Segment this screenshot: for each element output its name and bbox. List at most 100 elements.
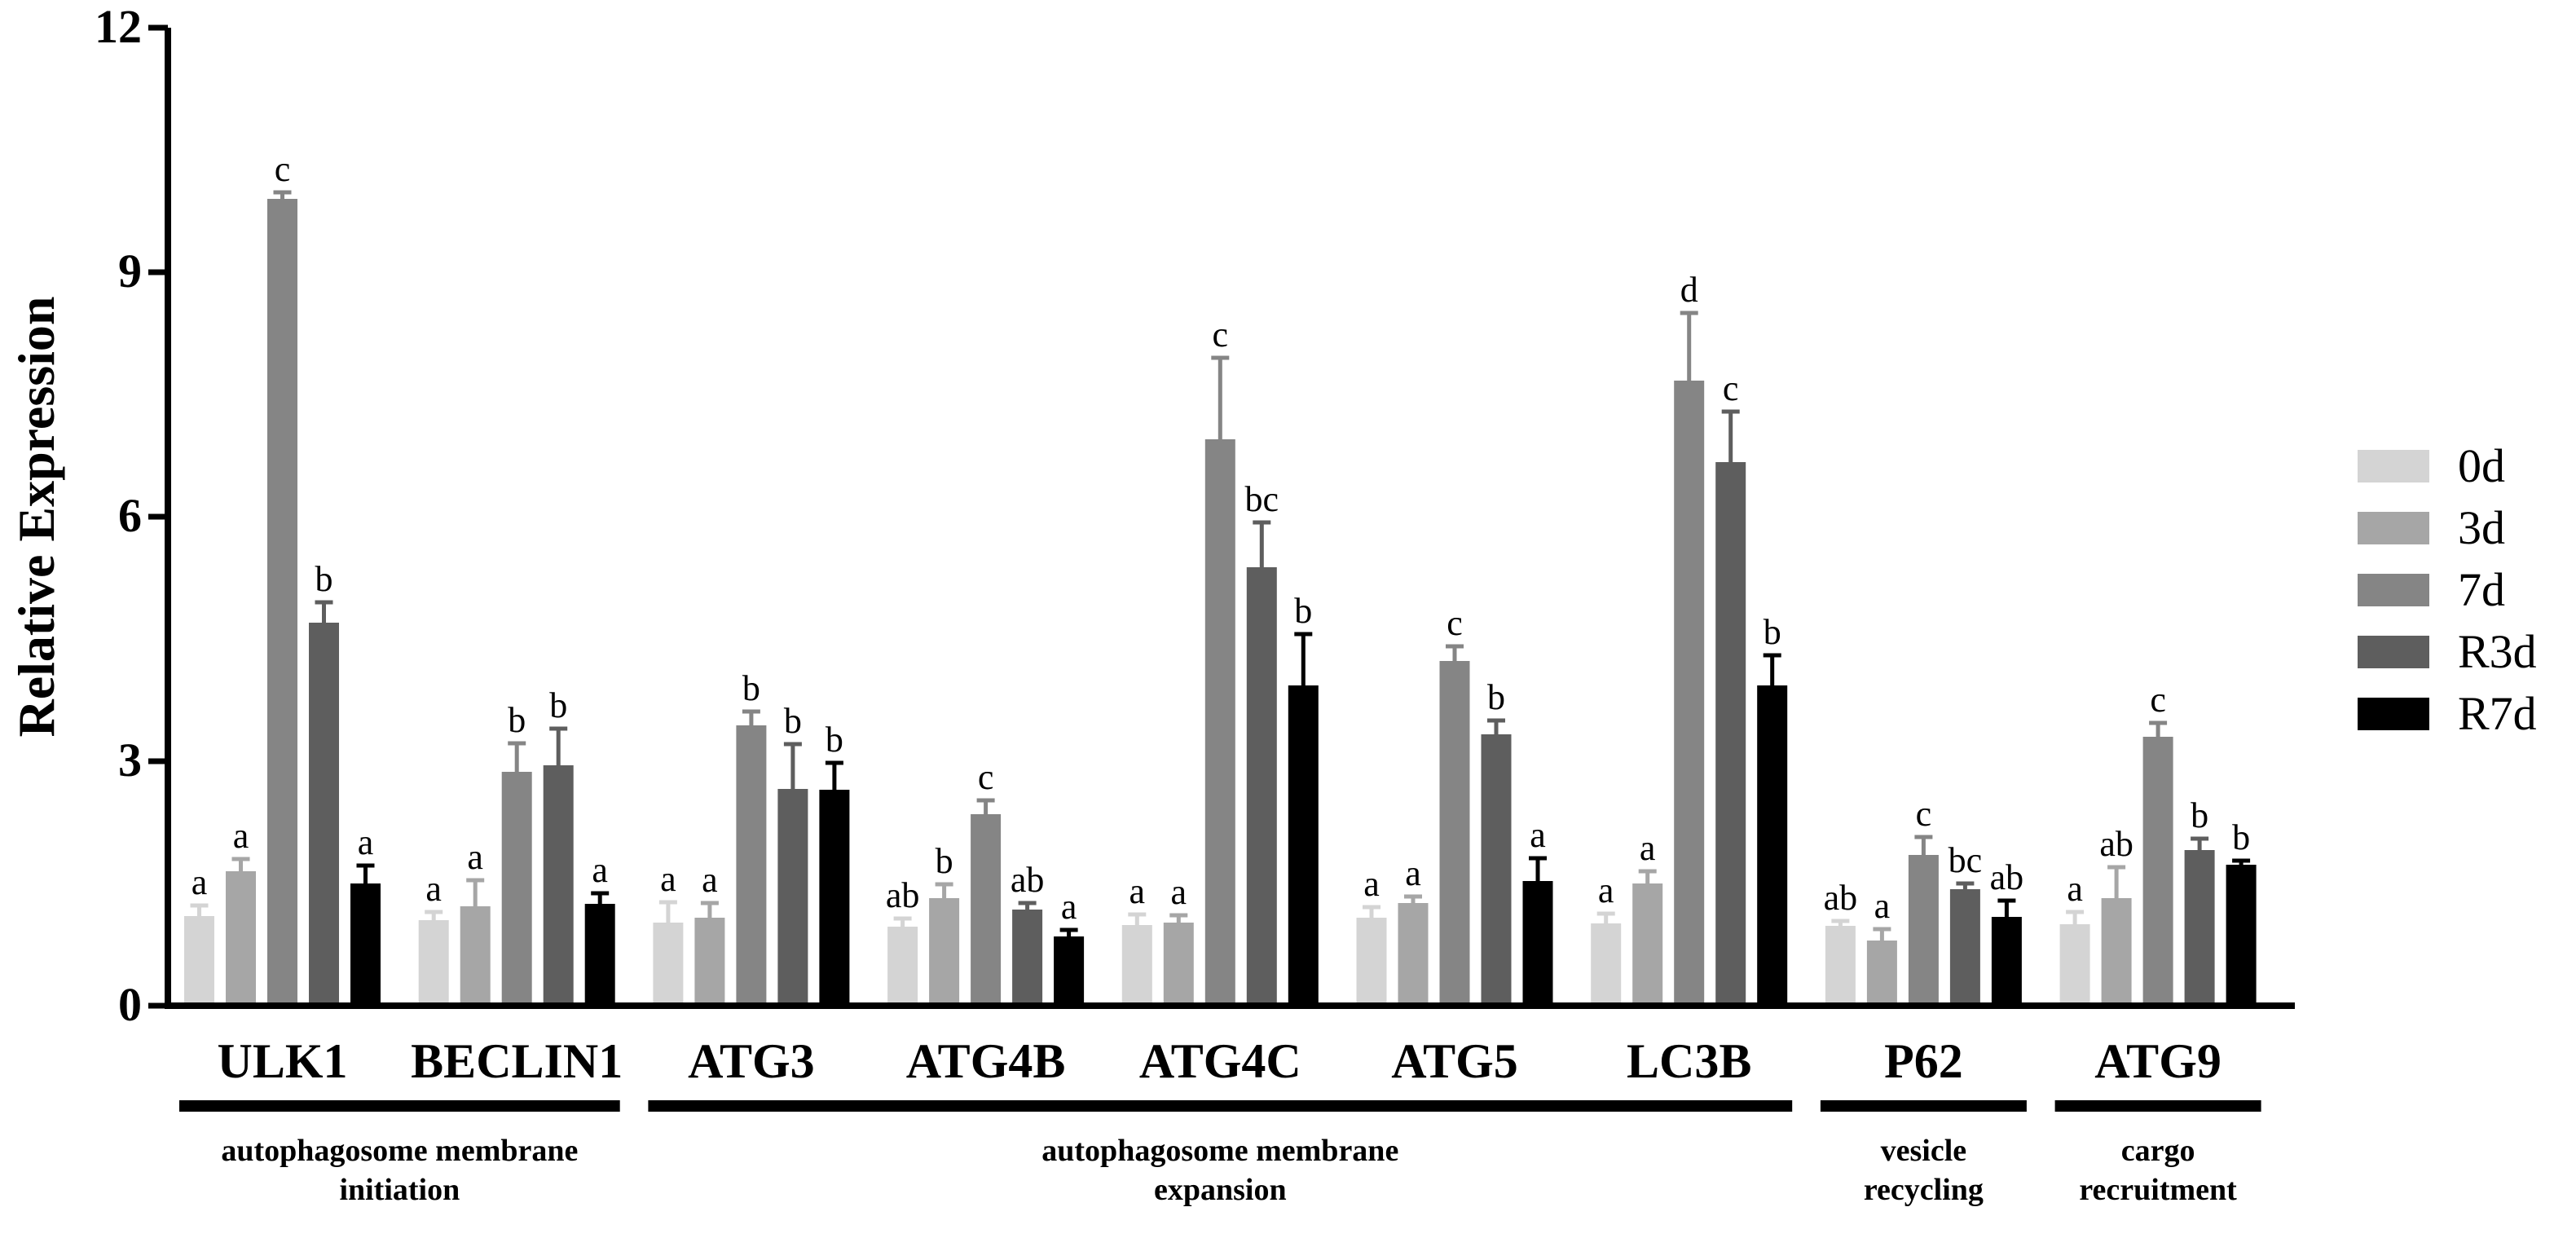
significance-label: a [233,816,249,856]
bar-atg4c-3d [1163,923,1194,1006]
bar-p62-0d [1825,926,1856,1006]
significance-label: ab [1011,860,1045,900]
y-tick-label: 12 [95,0,142,53]
bar-atg9-3d [2101,898,2132,1006]
bar-lc3b-0d [1591,923,1622,1006]
bar-atg3-0d [653,923,684,1006]
significance-label: a [1598,870,1614,910]
legend-swatch-r3d [2358,636,2429,668]
significance-label: a [1640,828,1656,868]
group-label: autophagosome membrane [221,1134,578,1168]
significance-label: c [1916,794,1932,834]
bar-ulk1-r7d [350,883,381,1006]
significance-label: ab [1990,857,2024,897]
bar-atg4c-7d [1204,439,1235,1006]
category-label-beclin1: BECLIN1 [411,1034,623,1088]
significance-label: c [1723,368,1739,408]
bar-atg4b-0d [887,927,918,1006]
bar-atg3-3d [694,918,725,1006]
significance-label: c [2150,680,2166,720]
bar-p62-3d [1866,941,1897,1006]
category-label-atg5: ATG5 [1391,1034,1518,1088]
bar-lc3b-r7d [1757,685,1788,1006]
bar-atg4b-3d [929,898,960,1006]
legend-swatch-r7d [2358,698,2429,730]
legend: 0d 3d 7d R3d R7d [2358,439,2537,740]
bar-atg5-0d [1356,918,1387,1006]
bar-atg9-r7d [2226,865,2257,1006]
legend-label-0d: 0d [2458,439,2505,492]
bar-beclin1-r7d [584,904,615,1006]
legend-swatch-3d [2358,512,2429,544]
bar-atg3-r3d [777,789,808,1006]
significance-label: a [467,837,483,877]
group-label: recruitment [2079,1173,2237,1207]
significance-label: d [1680,270,1698,310]
group-label: initiation [339,1173,460,1207]
significance-label: bc [1245,479,1279,519]
significance-label: b [826,720,843,760]
group-brackets-layer: autophagosome membrane initiation autophag… [179,1100,2261,1207]
bar-atg5-3d [1398,903,1429,1006]
bar-atg3-r7d [819,790,850,1006]
significance-label: a [1061,887,1077,927]
significance-label: a [1530,815,1546,855]
significance-label: bc [1949,840,1983,880]
y-tick-label: 0 [118,978,142,1031]
significance-label: a [1363,864,1380,904]
y-tick-label: 9 [118,245,142,297]
bar-ulk1-r3d [309,623,339,1006]
bar-atg4b-r3d [1012,910,1043,1006]
group-label: recycling [1864,1173,1984,1207]
significance-label: a [660,859,676,899]
error-bars-layer [190,190,2251,941]
bar-atg4b-7d [971,814,1002,1006]
y-tick-label: 6 [118,489,142,542]
category-label-atg9: ATG9 [2094,1034,2222,1088]
significance-label: ab [1824,878,1858,918]
group-label: autophagosome membrane [1041,1134,1398,1168]
bar-beclin1-7d [501,772,532,1006]
significance-label: a [702,860,718,900]
group-label: vesicle [1881,1134,1967,1168]
significance-label: a [2067,869,2083,909]
bar-ulk1-7d [267,199,297,1006]
bar-atg9-r3d [2184,850,2215,1006]
significance-label: a [1171,872,1187,912]
bar-ulk1-0d [184,916,214,1006]
significance-label: a [358,822,374,862]
bar-p62-7d [1908,855,1939,1006]
bar-beclin1-0d [418,920,449,1006]
significance-label: c [1213,315,1229,355]
significance-label: a [592,850,608,890]
bars-layer [184,199,2257,1006]
y-ticks-layer: 0 3 6 9 12 [95,0,168,1031]
significance-label: c [1447,603,1463,643]
significance-label: b [1764,612,1781,652]
y-tick-label: 3 [118,734,142,786]
group-label: expansion [1154,1173,1287,1207]
group-label: cargo [2121,1134,2195,1168]
category-label-p62: P62 [1884,1034,1963,1088]
bar-lc3b-3d [1632,883,1663,1006]
category-label-ulk1: ULK1 [217,1034,347,1088]
significance-label: b [742,668,760,708]
significance-label: a [1129,871,1146,911]
bar-atg9-0d [2059,924,2090,1006]
bar-ulk1-3d [226,871,256,1006]
category-label-lc3b: LC3B [1627,1034,1751,1088]
significance-label: b [1294,591,1312,631]
legend-swatch-0d [2358,450,2429,482]
significance-label: a [425,869,442,909]
category-label-atg4c: ATG4C [1139,1034,1301,1088]
category-label-atg4b: ATG4B [906,1034,1066,1088]
bar-atg9-7d [2142,737,2173,1006]
y-axis-label: Relative Expression [7,296,65,737]
x-labels-layer: ULK1 BECLIN1 ATG3 ATG4B ATG4C ATG5 LC3B P62 ATG9 [217,1034,2221,1088]
bar-atg4b-r7d [1054,936,1085,1006]
significance-label: b [315,559,333,599]
significance-label: b [549,685,567,725]
bar-atg4c-0d [1121,925,1152,1006]
significance-label: b [1487,677,1505,717]
